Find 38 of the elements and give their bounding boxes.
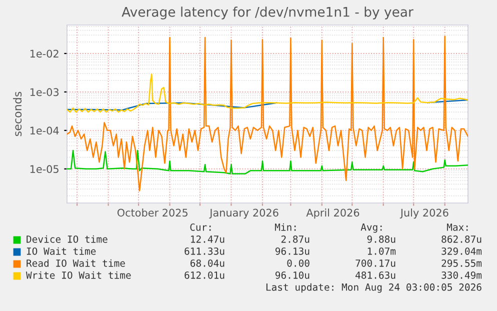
- text: Min:: [274, 223, 296, 231]
- legend-label: IO Wait time: [26, 247, 96, 255]
- text: 329.04m: [442, 247, 482, 255]
- text: 612.01u: [184, 271, 224, 279]
- text: Max:: [446, 224, 468, 231]
- chart-title: Average latency for /dev/nvme1n1 - by year: [122, 6, 414, 20]
- text: Cur:: [190, 223, 211, 231]
- x-tick-label: January 2026: [209, 208, 278, 219]
- x-tick-label: July 2026: [400, 208, 448, 219]
- legend-label: Write IO Wait time: [26, 271, 131, 279]
- text: Last update: Mon Aug 24 03:00:05 2026: [266, 283, 482, 293]
- text: 700.17u: [356, 259, 396, 267]
- x-tick-label: April 2026: [306, 208, 360, 219]
- y-axis-title: seconds: [13, 92, 22, 136]
- text: 481.63u: [356, 271, 396, 279]
- text: 295.55m: [442, 259, 482, 267]
- text: 0.00: [287, 259, 310, 267]
- text: 96.10u: [275, 271, 310, 279]
- y-tick-label: 1e-04: [30, 126, 59, 135]
- x-tick-label: October 2025: [117, 208, 188, 217]
- text: 68.04u: [190, 259, 224, 267]
- legend-label: Device IO time: [26, 235, 108, 243]
- line-series: [67, 150, 468, 174]
- text: 1.07m: [368, 247, 396, 255]
- text: 611.33u: [184, 247, 224, 255]
- text: 9.88u: [367, 235, 396, 243]
- y-tick-label: 1e-05: [30, 165, 58, 174]
- y-tick-label: 1e-03: [30, 88, 59, 96]
- text: 12.47u: [191, 235, 224, 243]
- text: Avg:: [360, 224, 382, 233]
- line-series: [67, 74, 468, 113]
- y-tick-label: 1e-02: [30, 50, 58, 58]
- text: 2.87u: [281, 235, 310, 243]
- text: 96.13u: [275, 247, 310, 255]
- legend-label: Read IO Wait time: [26, 259, 125, 267]
- text: 862.87u: [442, 235, 482, 243]
- line-series: [67, 36, 468, 192]
- text: 330.49m: [442, 271, 482, 279]
